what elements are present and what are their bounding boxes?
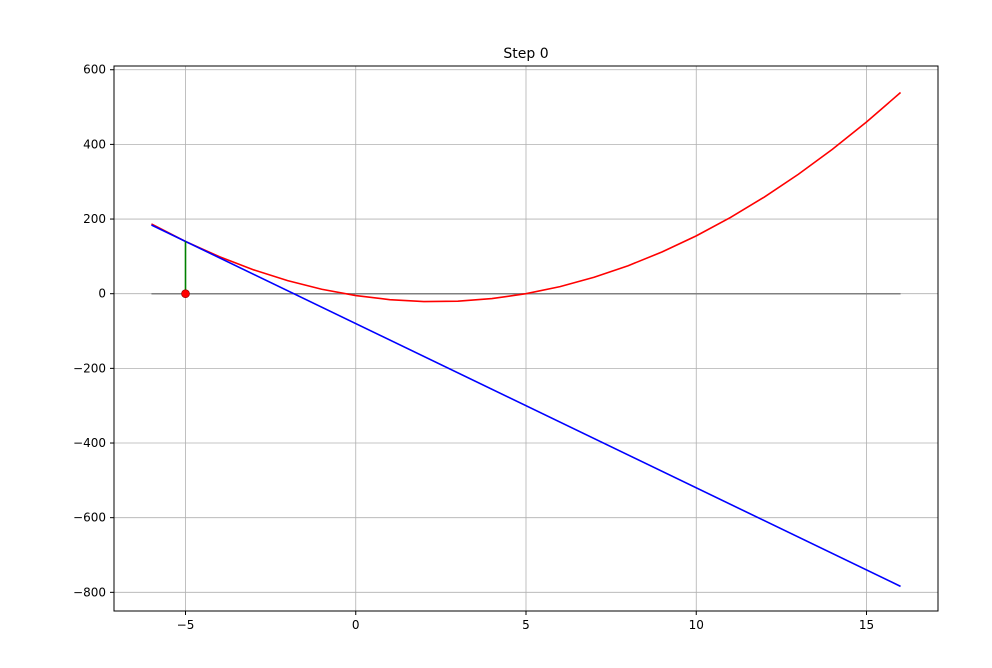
tangent-line	[151, 224, 901, 588]
y-tick-label: 400	[83, 137, 106, 151]
y-tick-label: 200	[83, 212, 106, 226]
function-line	[151, 91, 902, 303]
y-tick-label: 600	[83, 63, 106, 77]
grid	[114, 66, 938, 611]
chart-title: Step 0	[503, 46, 548, 62]
x-tick-label: 5	[522, 618, 530, 632]
y-tick-label: −200	[73, 361, 106, 375]
y-tick-label: 0	[98, 287, 106, 301]
current-point-marker	[181, 289, 190, 299]
x-tick-label: 10	[689, 618, 704, 632]
y-tick-label: −400	[73, 436, 106, 450]
x-tick-label: 0	[352, 618, 360, 632]
y-tick-label: −600	[73, 511, 106, 525]
x-tick-label: −5	[177, 618, 195, 632]
series-layer	[151, 91, 902, 588]
y-tick-label: −800	[73, 585, 106, 599]
x-tick-label: 15	[859, 618, 874, 632]
ticks: −5 0 5 10 15 600 400 200 0 −200 −400 −600 −800	[73, 63, 874, 632]
